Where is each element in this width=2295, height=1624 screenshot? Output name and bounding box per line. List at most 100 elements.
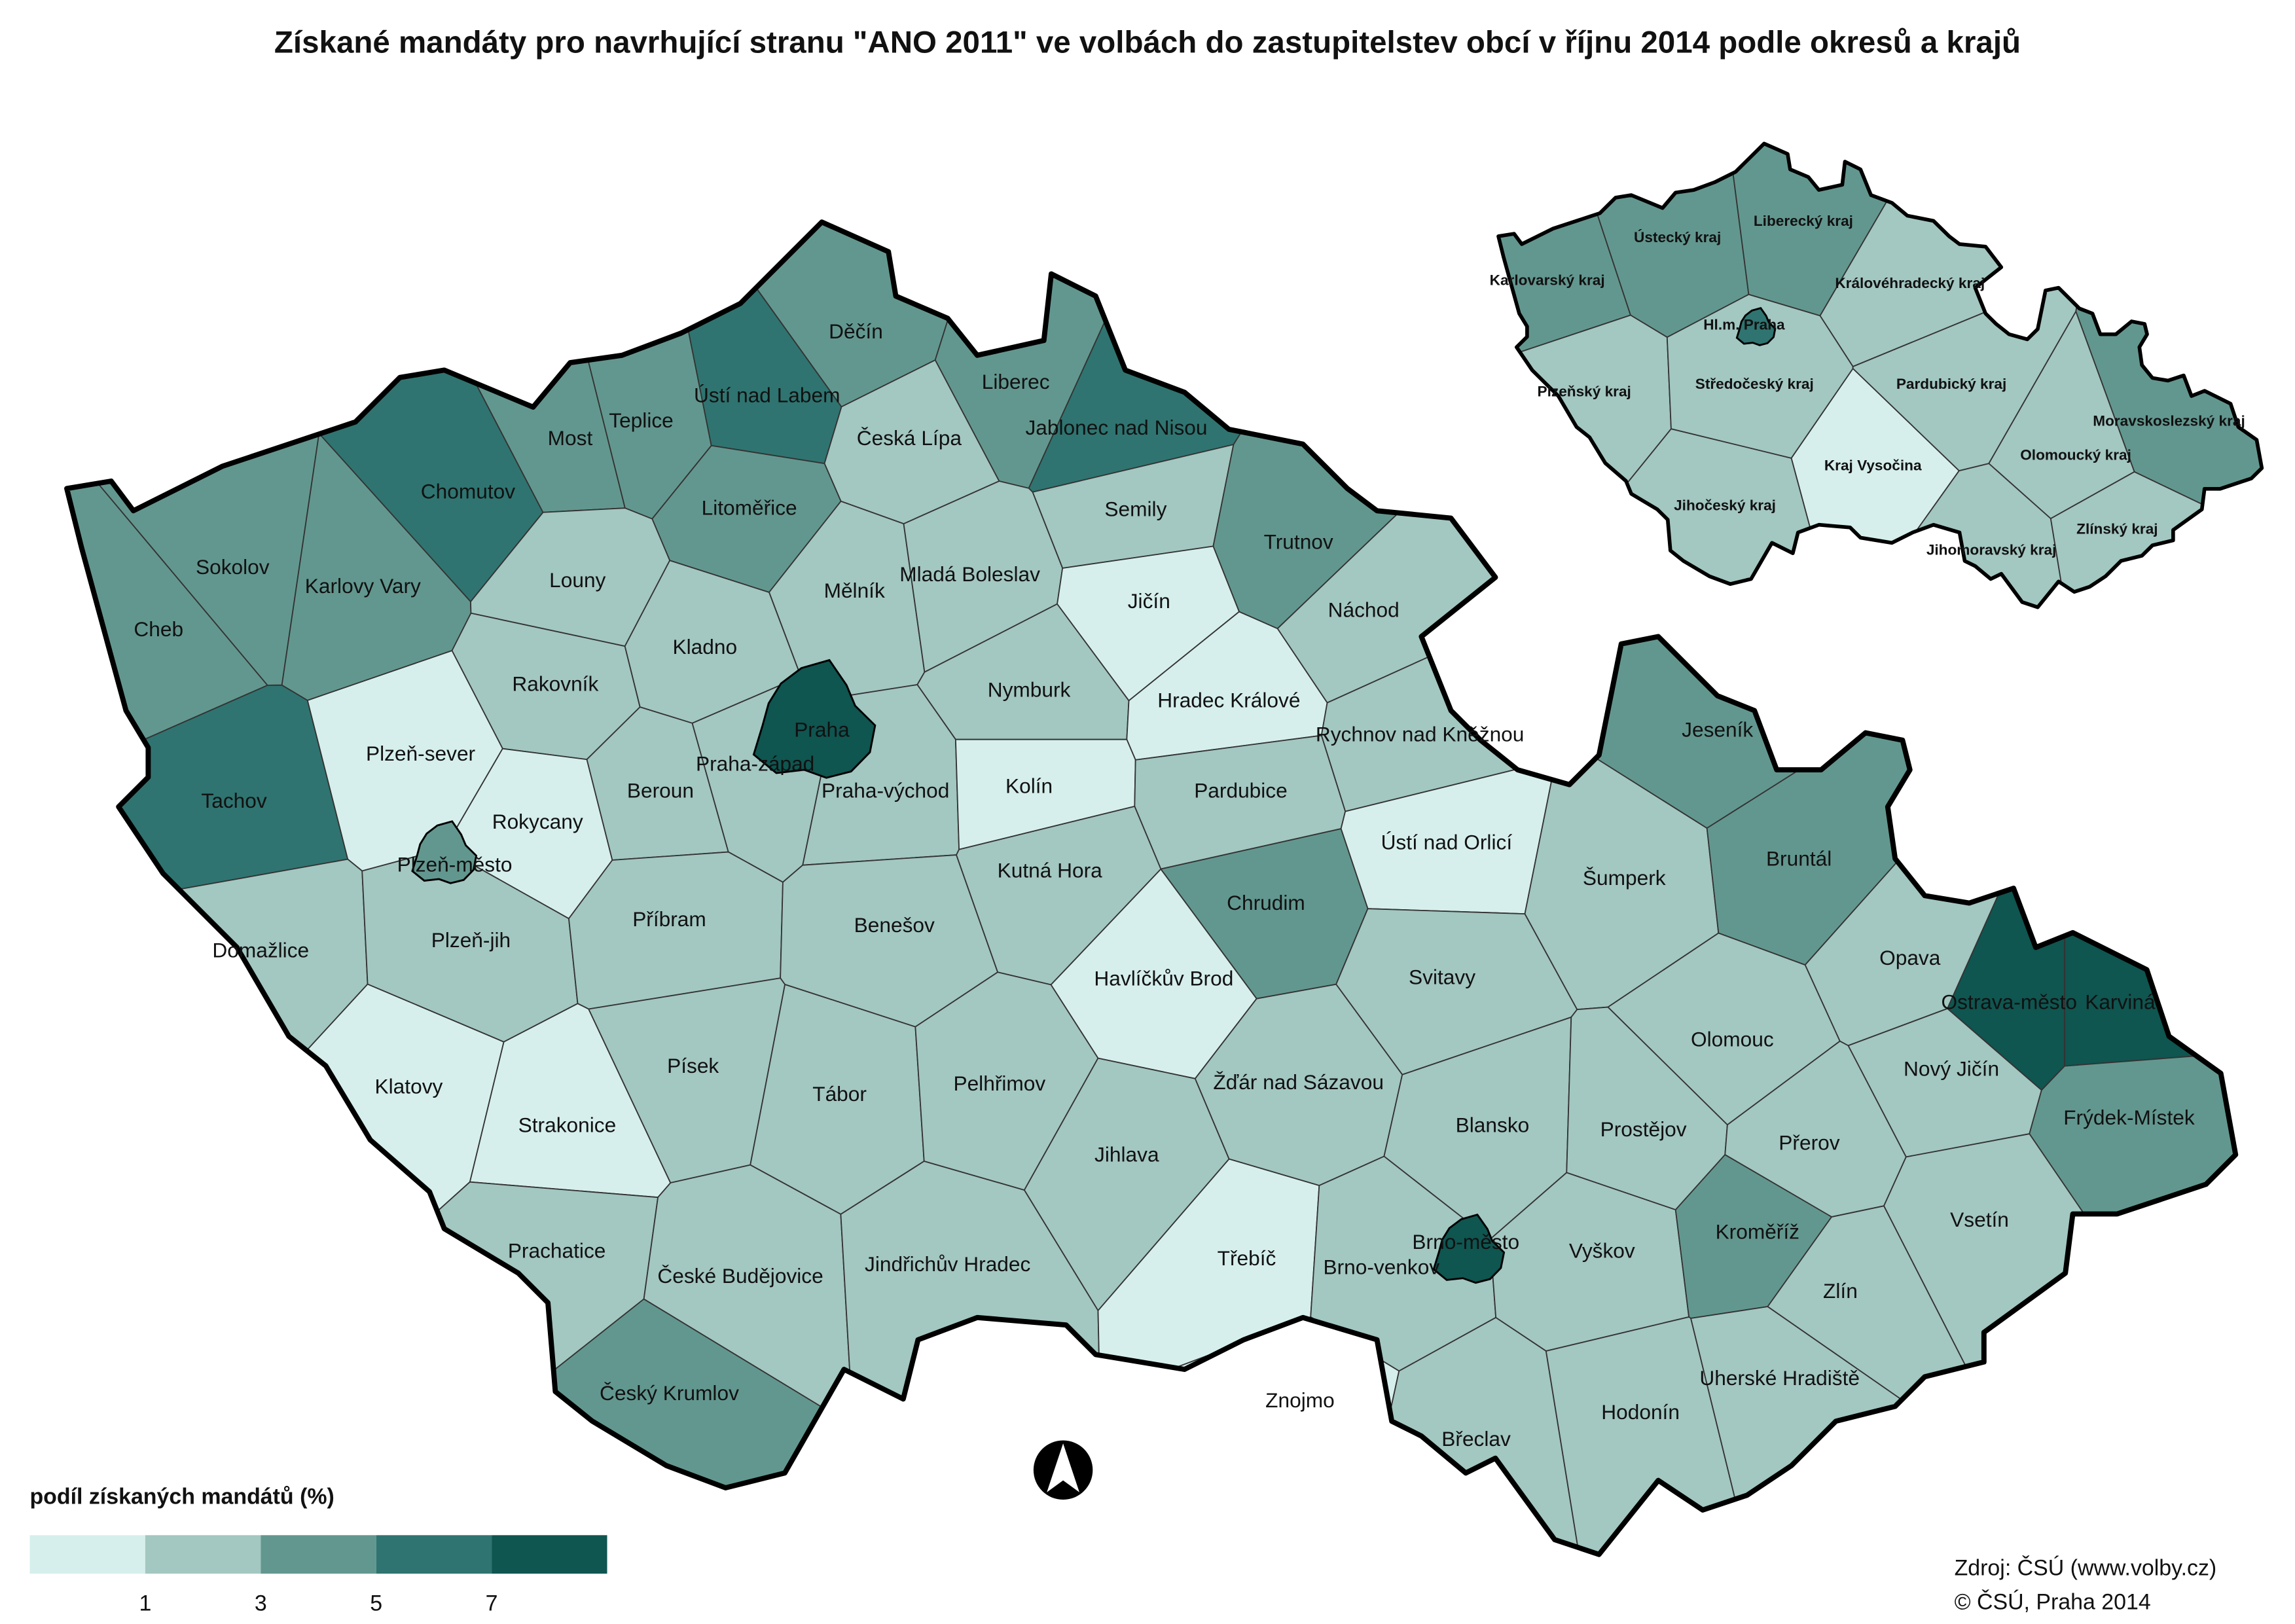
area-label: Ústecký kraj [1634,229,1721,245]
area-label: Plzeň-sever [366,742,476,765]
area-label: Žďár nad Sázavou [1213,1070,1384,1094]
area-label: Břeclav [1441,1427,1511,1451]
area-label: Písek [667,1054,719,1077]
area-label: Děčín [829,319,883,343]
area-label: Hl.m. Praha [1703,317,1785,333]
area-label: Nový Jičín [1904,1057,1999,1081]
area [411,820,478,884]
legend-swatch [376,1535,492,1574]
area-label: Hodonín [1601,1400,1680,1424]
area-label: Hradec Králové [1157,688,1300,712]
area-label: Kraj Vysočina [1824,457,1922,473]
area-label: Cheb [134,617,183,641]
area-label: Pelhřimov [953,1072,1045,1095]
area-label: Zlínský kraj [2076,521,2158,537]
area-label: Středočeský kraj [1695,376,1814,392]
area-label: Ostrava-město [1941,990,2077,1014]
area-label: Třebíč [1218,1246,1276,1270]
area-label: Strakonice [518,1113,617,1136]
area-label: Moravskoslezský kraj [2093,413,2245,429]
area-label: Český Krumlov [600,1381,739,1405]
map-title: Získané mandáty pro navrhující stranu "A… [274,25,2021,60]
area-label: Česká Lípa [857,426,962,450]
area-label: Přerov [1779,1131,1839,1155]
area [1735,306,1777,346]
area-label: Bruntál [1766,846,1832,870]
area-label: Benešov [854,913,935,937]
area-label: Ústí nad Labem [694,383,840,406]
area-label: Sokolov [196,555,270,579]
area-label: Blansko [1456,1113,1530,1136]
area-label: Kroměříž [1716,1219,1799,1243]
source: Zdroj: ČSÚ (www.volby.cz) [1955,1555,2217,1580]
legend-title: podíl získaných mandátů (%) [29,1485,334,1509]
legend-tick-label: 1 [139,1591,151,1616]
area-label: Prostějov [1600,1117,1687,1141]
area [752,659,876,779]
legend-tick-label: 3 [255,1591,267,1616]
area-label: Olomouc [1691,1027,1774,1051]
area-label: Plzeňský kraj [1538,383,1631,399]
area-label: Tachov [201,789,266,812]
area-label: Náchod [1328,598,1400,621]
area-label: Tábor [812,1082,867,1106]
area-label: Karlovy Vary [305,574,421,598]
legend-swatch [29,1535,145,1574]
legend-swatch [145,1535,261,1574]
legend-tick-label: 5 [370,1591,382,1616]
area-label: Nymburk [988,678,1071,702]
north-arrow [1033,1440,1093,1500]
area-label: Klatovy [375,1075,443,1098]
area-label: Vyškov [1569,1239,1635,1263]
area-label: Královéhradecký kraj [1835,275,1985,291]
area-label: Vsetín [1950,1208,2009,1231]
area-label: Mělník [824,579,885,602]
area-label: Praha [794,718,850,742]
legend-swatch [261,1535,376,1574]
area-label: Šumperk [1583,866,1666,890]
area-label: Brno-venkov [1323,1255,1439,1279]
area-label: Jihomoravský kraj [1926,541,2057,558]
area-label: Plzeň-jih [431,928,511,952]
area-label: Beroun [627,778,694,802]
area [1432,1213,1506,1284]
area-label: Frýdek-Místek [2063,1106,2195,1129]
area-label: Prachatice [508,1239,606,1263]
area-label: Jablonec nad Nisou [1025,416,1207,439]
area-label: Louny [549,568,605,592]
area-label: Rokycany [492,810,583,833]
area-label: Brno-město [1412,1230,1519,1254]
border-outline [1496,141,2264,609]
area-label: Příbram [632,907,706,931]
area-label: Kladno [672,635,737,659]
area-label: Plzeň-město [397,852,513,876]
area-label: Praha-východ [822,778,949,802]
area-label: Chomutov [421,479,515,503]
area-label: Pardubický kraj [1896,376,2006,392]
area-label: Znojmo [1265,1388,1335,1412]
area-label: Litoměřice [702,496,797,519]
area-label: Uherské Hradiště [1699,1366,1860,1390]
area-label: Pardubice [1194,778,1288,802]
area-label: Domažlice [212,939,309,962]
area-label: Jihočeský kraj [1674,497,1776,513]
area-label: Liberecký kraj [1754,213,1853,229]
area-label: Trutnov [1264,530,1333,553]
area-label: Liberec [982,370,1050,393]
area-label: Jindřichův Hradec [865,1252,1030,1276]
area-label: Olomoucký kraj [2020,447,2131,463]
area-label: Chrudim [1227,891,1305,914]
area-label: Karviná [2085,990,2156,1014]
area-label: Teplice [609,408,674,432]
area-label: Most [548,426,593,450]
area-label: Jičín [1128,589,1170,613]
area-label: Havlíčkův Brod [1094,967,1233,990]
area-label: České Budějovice [657,1264,823,1288]
area-label: Rakovník [512,672,598,695]
area-label: Jeseník [1682,718,1753,742]
legend-swatch [492,1535,607,1574]
area-label: Zlín [1823,1279,1858,1303]
area-label: Karlovarský kraj [1490,272,1605,289]
